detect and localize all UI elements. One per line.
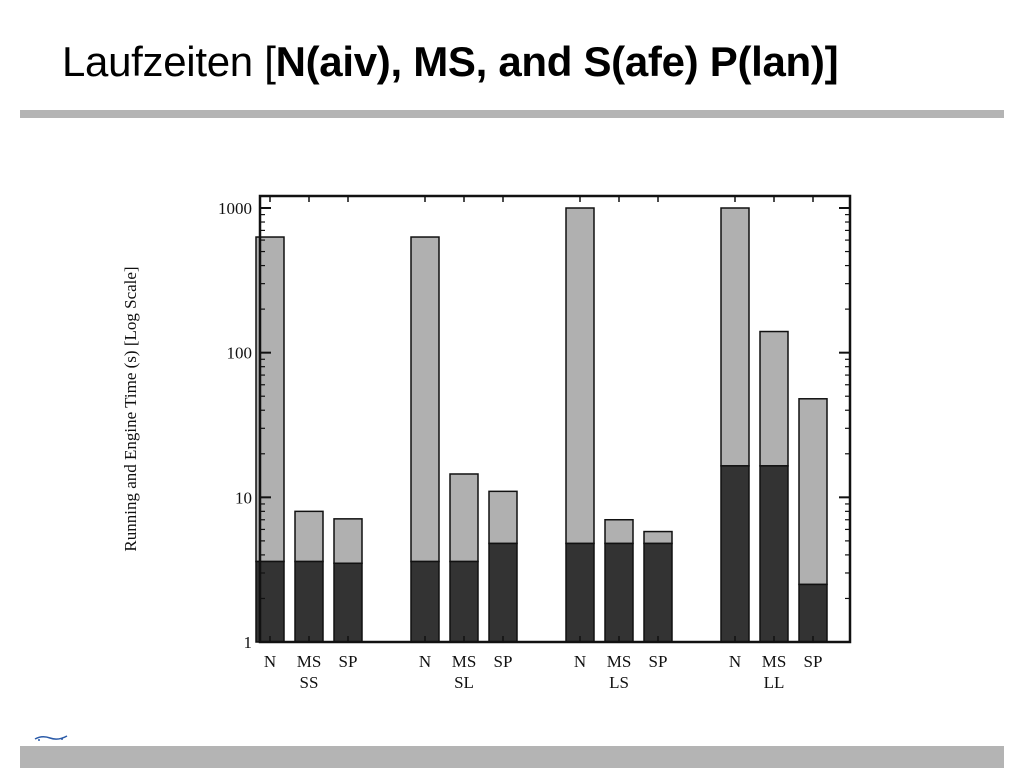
- bar-running-LL-MS: [759, 330, 789, 467]
- plot-frame: [258, 194, 852, 644]
- bar-running-SL-N: [410, 236, 440, 563]
- bar-label-LL-MS: MS: [762, 652, 787, 671]
- y-tick-label: 100: [227, 344, 253, 363]
- bar-label-SL-N: N: [419, 652, 431, 671]
- bar-label-SS-N: N: [264, 652, 276, 671]
- title-divider: [20, 110, 1004, 118]
- bar-running-LL-N: [720, 207, 750, 467]
- bar-label-LS-SP: SP: [649, 652, 668, 671]
- group-label-SL: SL: [454, 673, 474, 692]
- bar-label-SS-SP: SP: [339, 652, 358, 671]
- bar-running-SS-MS: [294, 510, 324, 563]
- axes-layer: [258, 194, 852, 644]
- bar-running-LS-N: [565, 207, 595, 545]
- bar-engine-LL-MS: [759, 465, 789, 643]
- bar-engine-SL-SP: [488, 542, 518, 643]
- bar-chart: N MS SP SS N MS SP SL N MS SP LS N MS SP LL 1 10 100 1000 R…: [121, 194, 852, 692]
- y-tick-label: 10: [235, 488, 252, 507]
- bar-label-SL-SP: SP: [494, 652, 513, 671]
- title-plain: Laufzeiten [: [62, 38, 276, 85]
- bar-engine-LL-SP: [798, 583, 828, 643]
- bar-engine-SL-N: [410, 560, 440, 643]
- title-bold: N(aiv), MS, and S(afe) P(lan)]: [275, 38, 839, 85]
- group-label-LS: LS: [609, 673, 629, 692]
- bar-label-LL-SP: SP: [804, 652, 823, 671]
- bar-running-LS-SP: [643, 530, 673, 545]
- bar-label-LS-MS: MS: [607, 652, 632, 671]
- slide-title: Laufzeiten [N(aiv), MS, and S(afe) P(lan…: [62, 38, 839, 86]
- y-tick-label: 1000: [218, 199, 252, 218]
- footer-logo-icon: [34, 735, 68, 741]
- bar-running-LL-SP: [798, 398, 828, 586]
- bar-running-SS-SP: [333, 518, 363, 565]
- group-label-LL: LL: [764, 673, 785, 692]
- bar-label-LL-N: N: [729, 652, 741, 671]
- bar-running-SL-SP: [488, 490, 518, 545]
- bar-label-LS-N: N: [574, 652, 586, 671]
- group-label-SS: SS: [300, 673, 319, 692]
- bar-engine-LL-N: [720, 465, 750, 643]
- bar-label-SS-MS: MS: [297, 652, 322, 671]
- labels-layer: N MS SP SS N MS SP SL N MS SP LS N MS SP LL 1 10 100 1000: [218, 199, 822, 692]
- bar-engine-SS-MS: [294, 560, 324, 643]
- bar-running-LS-MS: [604, 518, 634, 545]
- bar-engine-LS-N: [565, 542, 595, 643]
- bar-engine-SS-SP: [333, 562, 363, 643]
- bar-engine-SL-MS: [449, 560, 479, 643]
- bar-engine-LS-SP: [643, 542, 673, 643]
- y-tick-label: 1: [244, 633, 253, 652]
- y-axis-label: Running and Engine Time (s) [Log Scale]: [121, 266, 140, 551]
- bars-layer: [255, 207, 828, 643]
- bar-label-SL-MS: MS: [452, 652, 477, 671]
- bar-engine-LS-MS: [604, 542, 634, 643]
- bar-running-SL-MS: [449, 473, 479, 563]
- footer-bar: [20, 746, 1004, 768]
